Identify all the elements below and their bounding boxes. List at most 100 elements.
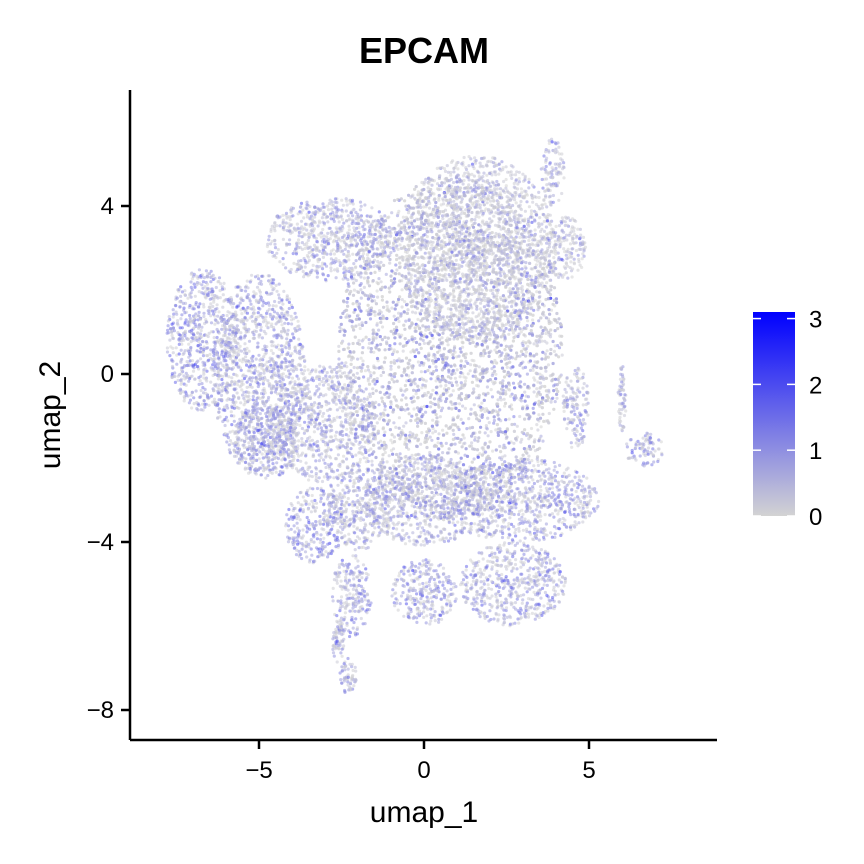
cell-point	[429, 377, 433, 381]
cell-point	[525, 413, 529, 417]
cell-point	[393, 331, 397, 335]
cell-point	[357, 342, 362, 346]
cell-point	[423, 275, 427, 279]
cell-point	[548, 335, 553, 339]
cell-point	[449, 400, 453, 404]
cell-point	[434, 420, 439, 424]
cell-point	[354, 259, 358, 263]
cell-point	[413, 336, 417, 341]
cell-point	[444, 383, 448, 388]
cell-point	[377, 403, 381, 407]
cell-point	[432, 329, 436, 333]
cell-point	[444, 388, 448, 392]
cell-point	[394, 263, 398, 267]
cell-point	[428, 435, 432, 439]
cell-point	[340, 341, 344, 345]
cell-point	[399, 314, 403, 318]
cell-point	[534, 339, 538, 343]
cell-point	[439, 341, 443, 345]
cell-point	[535, 334, 539, 338]
cell-point	[373, 382, 377, 386]
cell-point	[437, 400, 441, 404]
cell-point	[383, 430, 387, 434]
cell-point	[360, 339, 364, 343]
cell-point	[445, 191, 450, 195]
cell-point	[507, 441, 511, 445]
cell-point	[433, 360, 437, 364]
cell-point	[465, 454, 470, 458]
cell-point	[524, 350, 529, 354]
cell-point	[386, 336, 390, 340]
cell-point	[399, 405, 404, 409]
cell-point	[453, 423, 458, 427]
cell-point	[544, 355, 548, 359]
cell-point	[538, 372, 542, 376]
cell-point	[404, 319, 408, 323]
cell-point	[387, 286, 391, 290]
cell-point	[396, 404, 400, 408]
cell-point	[549, 400, 553, 404]
cell-point	[559, 341, 563, 345]
cell-point	[505, 427, 509, 431]
cell-point	[438, 415, 442, 419]
cell-point	[532, 364, 536, 368]
cell-point	[520, 285, 524, 289]
cell-point	[404, 356, 409, 360]
cell-point	[390, 269, 394, 273]
cell-point	[557, 317, 561, 321]
cell-point	[391, 410, 395, 414]
cell-point	[512, 441, 516, 445]
cell-point	[406, 308, 410, 312]
cell-point	[553, 319, 557, 323]
cell-point	[379, 287, 383, 291]
cell-point	[381, 457, 385, 461]
cell-point	[484, 472, 489, 476]
cell-point	[538, 376, 542, 380]
cell-point	[494, 448, 498, 452]
cell-point	[512, 429, 517, 433]
cell-point	[400, 305, 404, 309]
cell-point	[361, 256, 366, 261]
cell-point	[385, 342, 389, 346]
cell-point	[441, 428, 445, 432]
cell-point	[500, 203, 504, 207]
cell-point	[352, 350, 356, 354]
cell-point	[353, 335, 357, 339]
cell-point	[525, 447, 530, 451]
cell-point	[479, 317, 483, 321]
cell-point	[416, 439, 420, 443]
cell-point	[411, 299, 415, 303]
cell-point	[407, 412, 411, 416]
cell-point	[392, 361, 397, 365]
cell-point	[394, 325, 399, 329]
cell-point	[380, 443, 384, 447]
cell-point	[503, 401, 508, 405]
cell-point	[503, 348, 507, 352]
cell-point	[458, 440, 462, 444]
cell-point	[434, 286, 439, 290]
cell-point	[453, 442, 457, 446]
cell-point	[454, 258, 458, 262]
cell-point	[481, 446, 485, 450]
cell-point	[547, 390, 551, 394]
cell-point	[352, 365, 356, 370]
cell-point	[480, 343, 484, 347]
cell-point	[503, 357, 507, 361]
cell-point	[487, 351, 491, 355]
cell-point	[402, 255, 406, 260]
cell-point	[451, 437, 455, 441]
cell-point	[376, 441, 381, 445]
cell-point	[477, 268, 481, 273]
cell-point	[383, 348, 387, 352]
cell-point	[527, 454, 531, 458]
cell-point	[450, 383, 454, 388]
cell-point	[357, 376, 361, 380]
cell-point	[431, 336, 435, 340]
cell-point	[438, 338, 442, 342]
cell-point	[402, 424, 406, 428]
cell-point	[552, 407, 556, 411]
cell-point	[416, 317, 420, 321]
cell-point	[369, 271, 373, 275]
cell-point	[382, 402, 386, 406]
cell-point	[362, 276, 366, 280]
